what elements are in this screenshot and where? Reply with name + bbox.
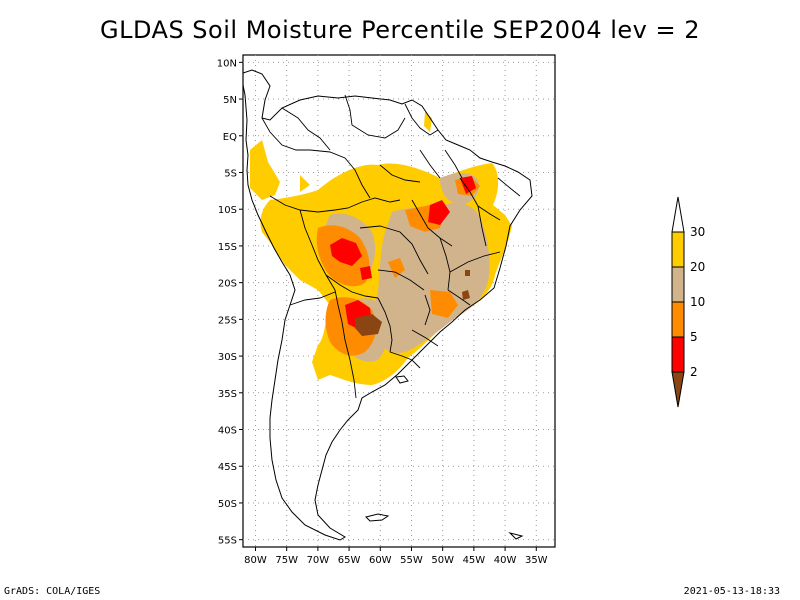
- colorbar-segment-5-10: [671, 301, 685, 338]
- colorbar-label-10: 10: [690, 295, 705, 309]
- lon-tick-label: 45W: [463, 555, 486, 566]
- country-borders: [261, 94, 521, 399]
- lat-tick-label: 10N: [217, 58, 237, 69]
- lat-tick-label: 50S: [218, 499, 237, 510]
- lon-tick-label: 50W: [431, 555, 454, 566]
- latitude-axis: 10N 5N EQ 5S 10S 15S 20S 25S 30S 35S 40S 45S 50S 55S: [217, 58, 243, 547]
- lon-tick-label: 80W: [244, 555, 267, 566]
- lat-tick-label: 35S: [218, 389, 237, 400]
- lon-tick-label: 60W: [369, 555, 392, 566]
- lon-tick-label: 70W: [307, 555, 330, 566]
- lon-tick-label: 75W: [275, 555, 298, 566]
- colorbar-label-30: 30: [690, 225, 705, 239]
- lat-tick-label: 40S: [218, 426, 237, 437]
- colorbar: 30 20 10 5 2: [671, 196, 705, 408]
- lat-tick-label: 20S: [218, 279, 237, 290]
- lat-tick-label: 5S: [224, 168, 237, 179]
- map-title: GLDAS Soil Moisture Percentile SEP2004 l…: [100, 16, 700, 44]
- lon-tick-label: 65W: [338, 555, 361, 566]
- colorbar-segment-2-5: [671, 336, 685, 373]
- colorbar-segment-10-20: [671, 266, 685, 303]
- lon-tick-label: 40W: [494, 555, 517, 566]
- shading-brown: [355, 270, 470, 336]
- colorbar-bottom-triangle: [671, 371, 685, 408]
- longitude-axis: 80W 75W 70W 65W 60W 55W 50W 45W 40W 35W: [244, 547, 548, 566]
- colorbar-label-2: 2: [690, 365, 698, 379]
- lat-tick-label: 5N: [223, 95, 237, 106]
- lat-tick-label: 30S: [218, 352, 237, 363]
- lat-tick-label: 10S: [218, 205, 237, 216]
- lat-tick-label: 25S: [218, 315, 237, 326]
- colorbar-label-5: 5: [690, 330, 698, 344]
- colorbar-label-20: 20: [690, 260, 705, 274]
- lon-tick-label: 35W: [525, 555, 548, 566]
- colorbar-segment-20-30: [671, 231, 685, 268]
- lon-tick-label: 55W: [400, 555, 423, 566]
- lat-tick-label: 15S: [218, 242, 237, 253]
- colorbar-top-triangle: [671, 196, 685, 233]
- footer-credit: GrADS: COLA/IGES: [4, 586, 101, 597]
- lat-tick-label: 55S: [218, 536, 237, 547]
- lat-tick-label: 45S: [218, 462, 237, 473]
- lat-tick-label: EQ: [223, 132, 237, 143]
- coastline: [243, 69, 533, 541]
- footer-timestamp: 2021-05-13-18:33: [683, 586, 780, 597]
